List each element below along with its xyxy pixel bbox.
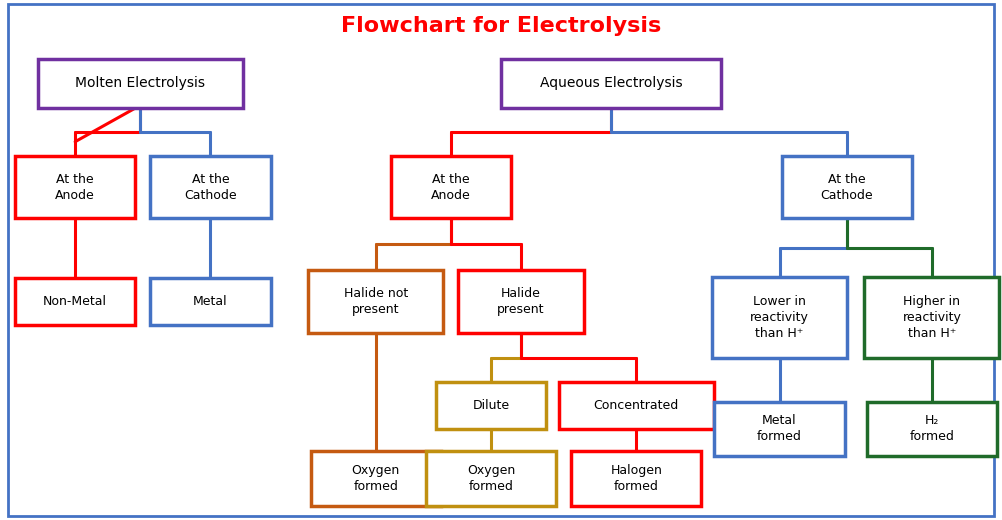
Text: Metal: Metal xyxy=(193,295,227,308)
Text: Oxygen
formed: Oxygen formed xyxy=(352,464,400,493)
Text: Halogen
formed: Halogen formed xyxy=(610,464,662,493)
Text: At the
Cathode: At the Cathode xyxy=(821,173,873,202)
Text: Higher in
reactivity
than H⁺: Higher in reactivity than H⁺ xyxy=(903,295,961,340)
Text: Halide
present: Halide present xyxy=(497,287,545,316)
FancyBboxPatch shape xyxy=(559,382,713,429)
FancyBboxPatch shape xyxy=(501,58,721,108)
Text: Non-Metal: Non-Metal xyxy=(43,295,107,308)
FancyBboxPatch shape xyxy=(391,156,511,218)
FancyBboxPatch shape xyxy=(150,278,271,325)
FancyBboxPatch shape xyxy=(782,156,912,218)
FancyBboxPatch shape xyxy=(15,278,135,325)
FancyBboxPatch shape xyxy=(426,451,556,505)
Text: Concentrated: Concentrated xyxy=(593,399,679,412)
Text: At the
Anode: At the Anode xyxy=(55,173,95,202)
Text: Molten Electrolysis: Molten Electrolysis xyxy=(75,76,205,90)
FancyBboxPatch shape xyxy=(571,451,701,505)
FancyBboxPatch shape xyxy=(309,270,443,333)
Text: Flowchart for Electrolysis: Flowchart for Electrolysis xyxy=(341,16,661,35)
FancyBboxPatch shape xyxy=(311,451,441,505)
Text: Aqueous Electrolysis: Aqueous Electrolysis xyxy=(540,76,682,90)
Text: H₂
formed: H₂ formed xyxy=(910,414,954,444)
FancyBboxPatch shape xyxy=(15,156,135,218)
FancyBboxPatch shape xyxy=(867,401,997,457)
Text: Metal
formed: Metal formed xyxy=(758,414,802,444)
FancyBboxPatch shape xyxy=(458,270,583,333)
FancyBboxPatch shape xyxy=(864,277,999,358)
Text: Dilute: Dilute xyxy=(472,399,510,412)
FancyBboxPatch shape xyxy=(150,156,271,218)
FancyBboxPatch shape xyxy=(711,277,847,358)
Text: At the
Anode: At the Anode xyxy=(431,173,471,202)
FancyBboxPatch shape xyxy=(38,58,242,108)
Text: Oxygen
formed: Oxygen formed xyxy=(467,464,515,493)
Text: Halide not
present: Halide not present xyxy=(344,287,408,316)
FancyBboxPatch shape xyxy=(714,401,845,457)
Text: Lower in
reactivity
than H⁺: Lower in reactivity than H⁺ xyxy=(750,295,809,340)
Text: At the
Cathode: At the Cathode xyxy=(184,173,236,202)
FancyBboxPatch shape xyxy=(436,382,546,429)
